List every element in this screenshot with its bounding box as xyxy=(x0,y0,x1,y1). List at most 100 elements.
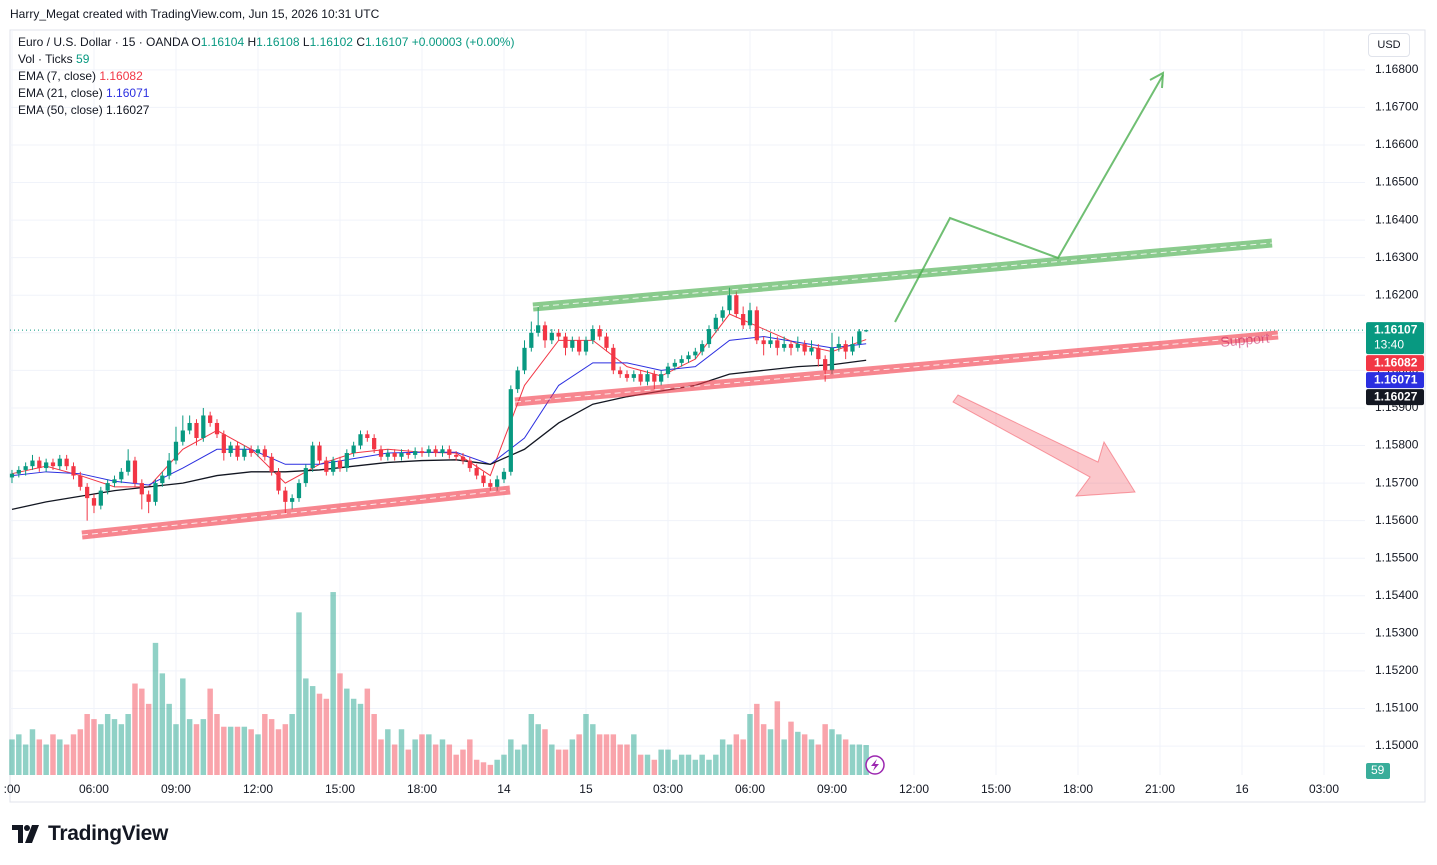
candle-body xyxy=(460,456,466,461)
candle-body xyxy=(570,340,575,348)
change: +0.00003 (+0.00%) xyxy=(411,35,515,49)
volume-bar xyxy=(385,729,391,775)
candle-body xyxy=(91,498,97,506)
volume-bar xyxy=(624,744,630,775)
volume-bar xyxy=(528,714,535,775)
x-tick-label: 16 xyxy=(1235,782,1249,796)
volume-bar xyxy=(740,739,746,775)
candle-body xyxy=(262,449,267,457)
volume-bar xyxy=(760,724,767,775)
candle-body xyxy=(57,458,62,467)
candle-body xyxy=(139,483,144,495)
bearish-arrow xyxy=(952,394,1136,497)
candle-body xyxy=(153,483,158,502)
y-tick-label: 1.16600 xyxy=(1375,137,1419,151)
candle-body xyxy=(399,453,404,457)
candle-body xyxy=(16,469,21,474)
volume-bar xyxy=(863,745,869,775)
candle-body xyxy=(385,453,390,457)
volume-bar xyxy=(193,724,200,775)
x-tick-label: 15 xyxy=(579,782,593,796)
price-tag-label: 1.16071 xyxy=(1374,372,1418,386)
ema-value: 1.16071 xyxy=(106,86,150,100)
candle-body xyxy=(536,325,541,333)
candle-body xyxy=(119,471,124,480)
volume-bar xyxy=(63,744,70,775)
volume-bar xyxy=(234,726,241,775)
volume-bar xyxy=(446,744,453,775)
candle-body xyxy=(146,494,151,502)
price-tag xyxy=(1366,322,1424,355)
logo-text: TradingView xyxy=(48,822,169,845)
candle-body xyxy=(337,460,343,469)
y-tick-label: 1.15700 xyxy=(1375,475,1419,489)
volume-bar xyxy=(631,734,637,775)
x-tick-label: 15:00 xyxy=(981,782,1011,796)
volume-bar xyxy=(508,739,514,775)
volume-bar xyxy=(378,739,384,775)
volume-bar xyxy=(583,714,589,775)
candle-body xyxy=(816,347,821,360)
ema-name: EMA (50, close) xyxy=(18,103,103,117)
candle-body xyxy=(105,483,110,491)
x-tick-label: 03:00 xyxy=(653,782,683,796)
logo-mark xyxy=(12,825,39,843)
candle-body xyxy=(235,445,240,457)
candle-body xyxy=(208,415,213,423)
volume-bar xyxy=(815,744,822,775)
volume-bar xyxy=(173,724,179,775)
credit: Harry_Megat created with TradingView.com… xyxy=(10,7,380,21)
y-tick-label: 1.15000 xyxy=(1375,738,1419,752)
volume-bar xyxy=(104,714,111,775)
x-tick-label: 18:00 xyxy=(1063,782,1093,796)
volume-bar xyxy=(344,688,350,775)
candle-body xyxy=(577,340,582,352)
x-tick-label: 06:00 xyxy=(735,782,765,796)
volume-tag xyxy=(1366,763,1390,780)
axes: 1.15000 1.15100 1.15200 1.15300 1.15400 1.155… xyxy=(4,62,1419,796)
volume-bar xyxy=(733,734,740,775)
currency-button[interactable]: USD xyxy=(1368,33,1410,57)
volume-pane xyxy=(9,592,869,775)
volume-bar xyxy=(405,749,412,775)
legend-ema: EMA (50, close) 1.16027 xyxy=(18,103,149,117)
candle-body xyxy=(700,344,705,352)
volume-bar xyxy=(426,734,432,775)
support-band-left-center xyxy=(81,489,511,536)
ema-name: EMA (21, close) xyxy=(18,86,103,100)
candle-body xyxy=(126,460,131,472)
price-tag xyxy=(1366,372,1424,389)
candle-body xyxy=(741,314,746,326)
candle-body xyxy=(713,317,718,330)
candle-body xyxy=(23,466,28,470)
volume-bar xyxy=(43,744,49,775)
x-tick-label: 14 xyxy=(497,782,511,796)
price-tag-label: 1.16027 xyxy=(1374,389,1418,403)
volume-bar xyxy=(227,726,234,775)
volume-bar xyxy=(555,749,562,775)
candle-body xyxy=(180,430,185,442)
volume-bar xyxy=(699,754,705,775)
volume-bar xyxy=(221,726,227,775)
y-tick-label: 1.16300 xyxy=(1375,250,1419,264)
volume-bar xyxy=(549,744,555,775)
volume-bar xyxy=(371,714,377,775)
volume-bar xyxy=(692,759,699,775)
candle-body xyxy=(864,330,869,332)
volume-bar xyxy=(166,703,172,775)
volume-bar xyxy=(849,744,856,775)
volume-bar xyxy=(822,724,828,775)
candle-body xyxy=(406,453,411,455)
candle-body xyxy=(317,445,322,461)
x-tick-label: 15:00 xyxy=(325,782,355,796)
price-tag-label: 1.16107 xyxy=(1374,322,1418,336)
support-label: Support xyxy=(1220,330,1270,350)
candle-body xyxy=(645,374,650,382)
candle-body xyxy=(440,449,445,454)
candle-body xyxy=(529,332,534,348)
candle-body xyxy=(829,347,835,371)
volume-bar xyxy=(767,729,774,775)
volume-bar xyxy=(781,739,787,775)
volume-bar xyxy=(494,759,500,775)
